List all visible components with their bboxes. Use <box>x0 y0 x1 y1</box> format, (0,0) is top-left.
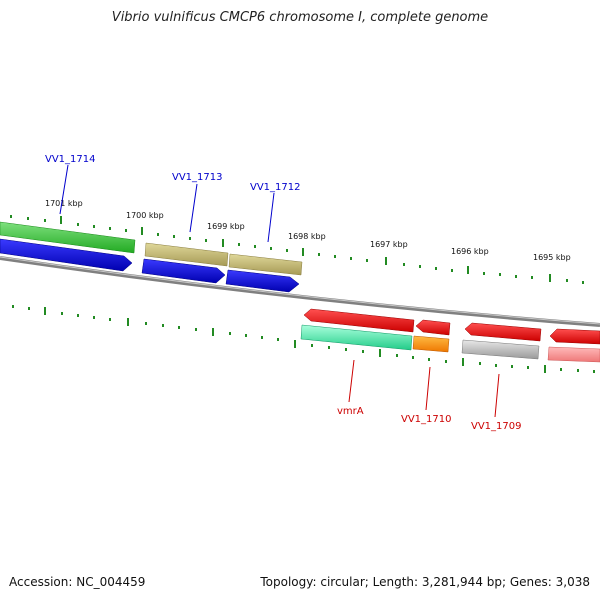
gene-arrow-red-4 <box>550 329 600 344</box>
gene-label-vmrA[interactable]: vmrA <box>337 406 364 417</box>
kbp-label-1700: 1700 kbp <box>126 211 164 220</box>
gene-label-VV1_1714[interactable]: VV1_1714 <box>45 154 96 165</box>
kbp-label-1695: 1695 kbp <box>533 253 571 262</box>
leader-VV1_1713 <box>190 184 197 232</box>
kbp-label-1697: 1697 kbp <box>370 240 408 249</box>
gene-label-VV1_1713[interactable]: VV1_1713 <box>172 172 223 183</box>
genome-map: 1701 kbp 1700 kbp 1699 kbp 1698 kbp 1697… <box>0 0 600 600</box>
kbp-label-1696: 1696 kbp <box>451 247 489 256</box>
topology-text: Topology: circular; Length: 3,281,944 bp… <box>260 575 590 589</box>
gene-label-VV1_1712[interactable]: VV1_1712 <box>250 182 301 193</box>
gene-feature-gray <box>462 340 539 359</box>
kbp-label-1698: 1698 kbp <box>288 232 326 241</box>
kbp-label-1701: 1701 kbp <box>45 199 83 208</box>
gene-arrow-red-3 <box>465 323 541 341</box>
kbp-label-1699: 1699 kbp <box>207 222 245 231</box>
accession-text: Accession: NC_004459 <box>9 575 145 589</box>
leader-VV1_1710 <box>426 367 430 410</box>
gene-arrow-red-2 <box>416 320 450 335</box>
leader-vmrA <box>349 360 354 402</box>
gene-label-VV1_1709[interactable]: VV1_1709 <box>471 421 522 432</box>
leader-VV1_1709 <box>495 374 499 417</box>
gene-label-VV1_1710[interactable]: VV1_1710 <box>401 414 452 425</box>
gene-feature-pink <box>548 347 600 362</box>
leader-VV1_1712 <box>268 193 274 242</box>
gene-feature-orange <box>413 336 449 352</box>
